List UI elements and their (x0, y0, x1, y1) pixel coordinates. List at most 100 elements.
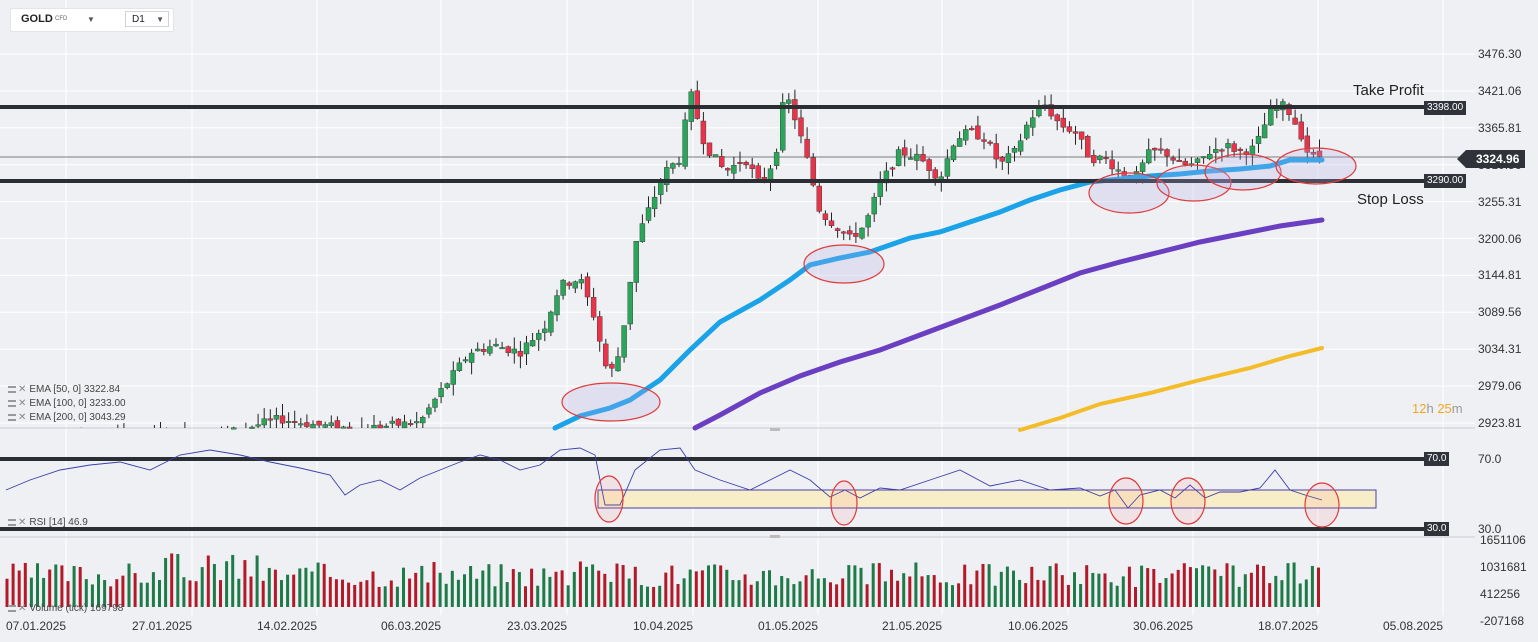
volume-bar-up (450, 570, 454, 607)
volume-bar-down (1066, 584, 1070, 607)
stop-loss-price-tag[interactable]: 3290.00 (1424, 174, 1467, 188)
volume-bar-down (835, 584, 839, 607)
volume-bar-up (420, 565, 424, 607)
bull-candle (712, 154, 719, 158)
timer-hours: 12 (1412, 401, 1427, 416)
bull-candle (298, 423, 304, 426)
bull-candle (615, 356, 621, 372)
volume-bar-down (652, 586, 656, 607)
bear-candle (975, 125, 981, 140)
bull-candle (273, 415, 280, 420)
bear-candle (267, 418, 273, 421)
volume-bar-up (438, 572, 442, 607)
bear-candle (822, 213, 829, 220)
level-lines[interactable] (0, 105, 1424, 531)
volume-bar-up (1005, 566, 1009, 607)
volume-bar-down (621, 565, 625, 607)
volume-bar-up (304, 567, 308, 607)
ema50-legend-text: EMA [50, 0] 3322.84 (29, 384, 121, 395)
bull-candle (414, 421, 420, 424)
highlight-ellipse (561, 382, 661, 422)
volume-bar-up (859, 567, 863, 607)
volume-bar-up (792, 584, 796, 607)
bull-candle (401, 421, 408, 429)
volume-bar-down (554, 571, 558, 607)
ema200-line (1018, 346, 1324, 432)
volume-bar-down (170, 553, 174, 607)
volume-bar-up (90, 584, 94, 607)
close-icon[interactable]: ✕ (18, 517, 27, 528)
timeframe-select[interactable]: D1 ▼ (125, 11, 169, 27)
volume-bar-down (78, 566, 82, 607)
bull-candle (249, 426, 255, 429)
timer-h-unit: h (1426, 401, 1434, 416)
take-profit-price-tag[interactable]: 3398.00 (1424, 101, 1467, 115)
volume-bar-up (280, 580, 283, 607)
volume-bar-down (133, 573, 137, 607)
volume-bar-up (84, 579, 88, 607)
volume-bar-up (1243, 574, 1247, 607)
close-icon[interactable]: ✕ (18, 398, 27, 409)
settings-icon[interactable] (8, 518, 16, 526)
rsi-high-tag[interactable]: 70.0 (1424, 452, 1450, 466)
volume-bar-down (115, 579, 119, 607)
bull-candle (560, 279, 566, 296)
volume-bar-up (627, 578, 631, 607)
volume-bar-up (1274, 575, 1278, 607)
date-tick-label: 27.01.2025 (132, 619, 193, 633)
volume-bar-down (1158, 582, 1162, 607)
settings-icon[interactable] (8, 413, 16, 421)
volume-bar-up (761, 570, 765, 607)
volume-bar-up (591, 564, 595, 607)
volume-bar-up (822, 578, 826, 607)
bear-candle (932, 169, 938, 179)
volume-bar-down (1054, 563, 1058, 607)
settings-icon[interactable] (8, 604, 16, 612)
volume-bar-up (493, 586, 497, 607)
volume-bar-down (1103, 573, 1107, 607)
volume-bar-down (1060, 575, 1064, 607)
volume-bar-down (963, 564, 967, 607)
volume-bar-up (572, 571, 576, 607)
bear-candle (743, 162, 749, 166)
symbol-name[interactable]: GOLD (21, 13, 53, 25)
volume-bar-up (456, 579, 460, 607)
volume-bar-down (371, 571, 375, 607)
settings-icon[interactable] (8, 399, 16, 407)
bull-candle (371, 424, 377, 429)
bear-candle (749, 164, 755, 169)
volume-bar-up (774, 585, 778, 607)
volume-bar-down (841, 578, 845, 607)
close-icon[interactable]: ✕ (18, 603, 27, 614)
bear-candle (987, 141, 993, 144)
bear-candle (1170, 157, 1176, 161)
bear-candle (1072, 131, 1079, 134)
volume-bar-down (121, 575, 125, 607)
bull-candle (1017, 140, 1024, 152)
ema200-path (1018, 346, 1324, 432)
settings-icon[interactable] (8, 385, 16, 393)
volume-bar-up (1048, 566, 1052, 607)
volume-bar-up (688, 569, 692, 607)
volume-bar-up (487, 564, 491, 607)
bear-candle (828, 220, 835, 226)
bull-candle (633, 241, 639, 283)
bear-candle (1182, 160, 1189, 165)
close-icon[interactable]: ✕ (18, 384, 27, 395)
volume-bar-down (60, 565, 64, 607)
volume-bar-up (1298, 583, 1302, 607)
bull-candle (261, 418, 267, 426)
bear-candle (816, 185, 822, 212)
volume-bar-up (658, 585, 662, 607)
volume-bar-up (713, 564, 717, 607)
volume-bar-down (743, 574, 747, 607)
volume-bar-up (1097, 573, 1101, 607)
rsi-low-tag[interactable]: 30.0 (1424, 522, 1450, 536)
volume-bar-down (700, 570, 704, 607)
volume-bar-up (853, 565, 857, 607)
close-icon[interactable]: ✕ (18, 412, 27, 423)
caret-down-icon[interactable]: ▼ (87, 15, 95, 24)
bull-candle (1030, 117, 1036, 128)
bull-candle (255, 424, 261, 427)
